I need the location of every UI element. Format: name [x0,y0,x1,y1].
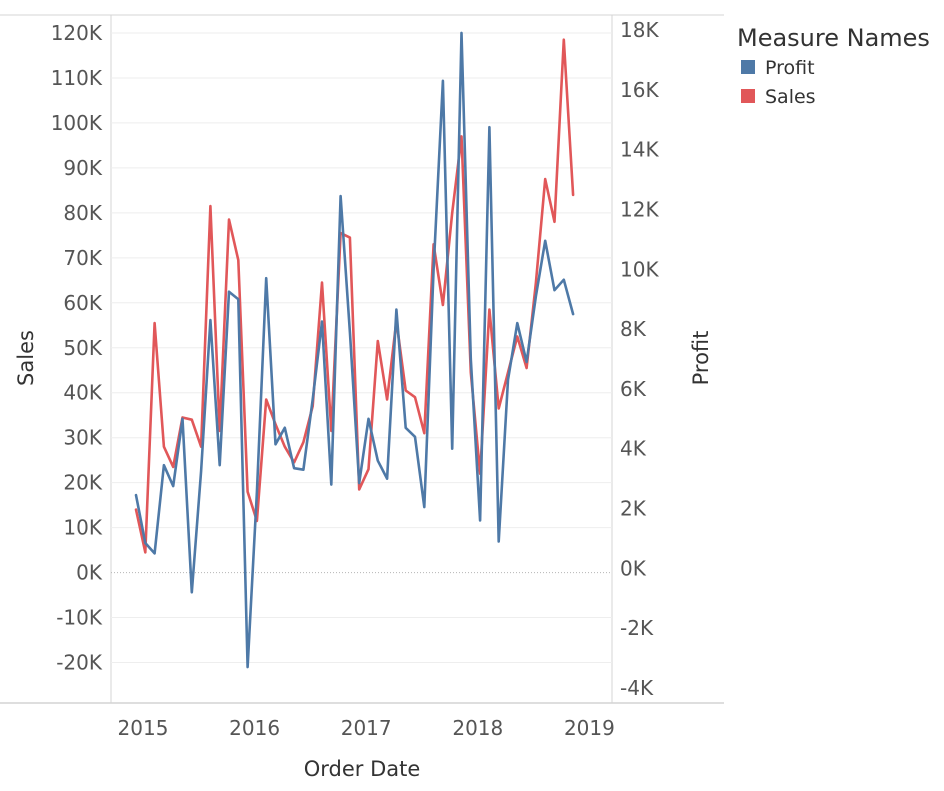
x-tick-label: 2019 [564,716,615,740]
profit-axis-ticks: 18K 16K 14K 12K 10K 8K 6K 4K 2K 0K -2K -4K [620,18,659,700]
y2-tick-label: 4K [620,437,647,461]
y-axis-title: Sales [14,330,38,386]
y2-tick-label: 10K [620,257,659,281]
y-tick-label: 120K [51,21,103,45]
y-tick-label: 80K [63,201,102,225]
y-tick-label: 20K [63,471,102,495]
y2-tick-label: 6K [620,377,647,401]
x-tick-label: 2016 [229,716,280,740]
y-tick-label: 30K [63,426,102,450]
y-tick-label: 70K [63,246,102,270]
y-tick-label: 100K [51,111,103,135]
y2-tick-label: 8K [620,317,647,341]
y-tick-label: 10K [63,516,102,540]
x-tick-label: 2015 [118,716,169,740]
y2-tick-label: 14K [620,138,659,162]
x-tick-label: 2017 [341,716,392,740]
y-tick-label: 40K [63,381,102,405]
x-tick-label: 2018 [452,716,503,740]
y2-tick-label: 16K [620,78,659,102]
y2-tick-label: 18K [620,18,659,42]
y2-tick-label: -2K [620,616,654,640]
gridlines [111,33,612,663]
profit-legend-swatch [741,60,755,74]
y-tick-label: -10K [56,606,103,630]
y-tick-label: 60K [63,291,102,315]
y-tick-label: -20K [56,651,103,675]
x-axis-title: Order Date [304,757,421,781]
sales-axis-ticks: 120K 110K 100K 90K 80K 70K 60K 50K 40K 30K 20K 10K 0… [51,21,103,675]
series-lines [136,33,573,667]
legend-items: Profit Sales [741,57,816,108]
y2-tick-label: 2K [620,497,647,521]
legend: Measure Names Profit Sales [737,24,930,108]
y-tick-label: 90K [63,156,102,180]
y2-tick-label: 0K [620,556,647,580]
profit-legend-label: Profit [765,57,815,79]
y2-tick-label: -4K [620,676,654,700]
y2-axis-title: Profit [689,331,713,386]
y-tick-label: 50K [63,336,102,360]
y-tick-label: 0K [76,561,103,585]
y2-tick-label: 12K [620,197,659,221]
legend-title: Measure Names [737,24,930,52]
sales-legend-label: Sales [765,86,816,108]
y-tick-label: 110K [51,66,103,90]
sales-legend-swatch [741,89,755,103]
order-date-axis-ticks: 2015 2016 2017 2018 2019 [118,716,615,740]
